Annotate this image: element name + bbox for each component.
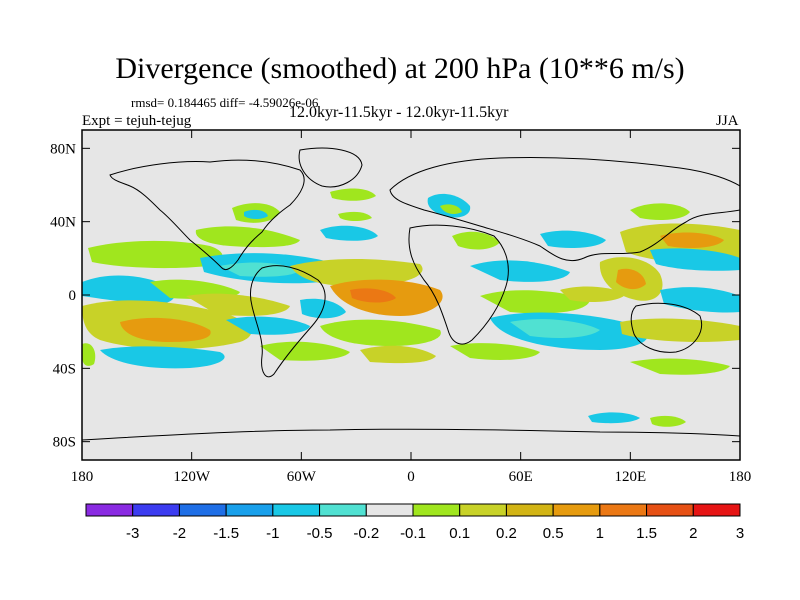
latitude-axis: 80N 40N 0 40S 80S (50, 141, 740, 451)
divergence-field (82, 188, 740, 427)
colorbar-label: -0.2 (353, 525, 379, 542)
lon-tick-label: 0 (407, 469, 415, 485)
colorbar-label: -1.5 (213, 525, 239, 542)
longitude-axis: 180 120W 60W 0 60E 120E 180 (71, 130, 752, 485)
colorbar-label: -0.1 (400, 525, 426, 542)
colorbar-swatch (178, 503, 227, 517)
lat-tick-label: 80N (50, 141, 76, 157)
colorbar-swatch (412, 503, 461, 517)
colorbar-swatch (505, 503, 554, 517)
colorbar-label: 0.2 (496, 525, 517, 542)
colorbar-swatch (552, 503, 601, 517)
colorbar-label: -3 (126, 525, 139, 542)
colorbar-swatch (85, 503, 134, 517)
colorbar-label: 2 (689, 525, 697, 542)
rmsd-diff-stats: rmsd= 0.184465 diff= -4.59026e-06 (131, 95, 319, 110)
plot-title: Divergence (smoothed) at 200 hPa (10**6 … (115, 52, 685, 85)
experiment-label: Expt = tejuh-tejug (82, 113, 192, 129)
colorbar-label: -1 (266, 525, 279, 542)
colorbar-swatch (225, 503, 274, 517)
colorbar-label: 1.5 (636, 525, 657, 542)
lon-tick-label: 180 (729, 469, 752, 485)
colorbar-swatch (646, 503, 694, 517)
lat-tick-label: 40N (50, 215, 76, 231)
lon-tick-label: 60E (509, 469, 533, 485)
colorbar-label: 0.5 (543, 525, 564, 542)
colorbar-label: 0.1 (449, 525, 470, 542)
lon-tick-label: 180 (71, 469, 94, 485)
colorbar-swatch (272, 503, 321, 517)
colorbar-label: -0.5 (307, 525, 333, 542)
lat-tick-label: 0 (69, 288, 77, 304)
season-label: JJA (716, 113, 739, 129)
colorbar: -3 -2 -1.5 -1 -0.5 -0.2 -0.1 0.1 0.2 0.5 1 1.5 2 3 (85, 503, 744, 542)
colorbar-swatch (459, 503, 507, 517)
colorbar-label: 3 (736, 525, 744, 542)
colorbar-swatch (599, 503, 648, 517)
lat-tick-label: 80S (53, 435, 76, 451)
colorbar-swatch (365, 503, 414, 517)
lon-tick-label: 120E (614, 469, 646, 485)
colorbar-swatch (319, 503, 367, 517)
coastlines (82, 147, 740, 441)
lat-tick-label: 40S (53, 361, 76, 377)
colorbar-label: 1 (596, 525, 604, 542)
colorbar-swatch (132, 503, 180, 517)
colorbar-swatch (692, 503, 741, 517)
period-label: 12.0kyr-11.5kyr - 12.0kyr-11.5kyr (289, 104, 509, 121)
lon-tick-label: 120W (173, 469, 211, 485)
lon-tick-label: 60W (287, 469, 317, 485)
colorbar-label: -2 (173, 525, 186, 542)
